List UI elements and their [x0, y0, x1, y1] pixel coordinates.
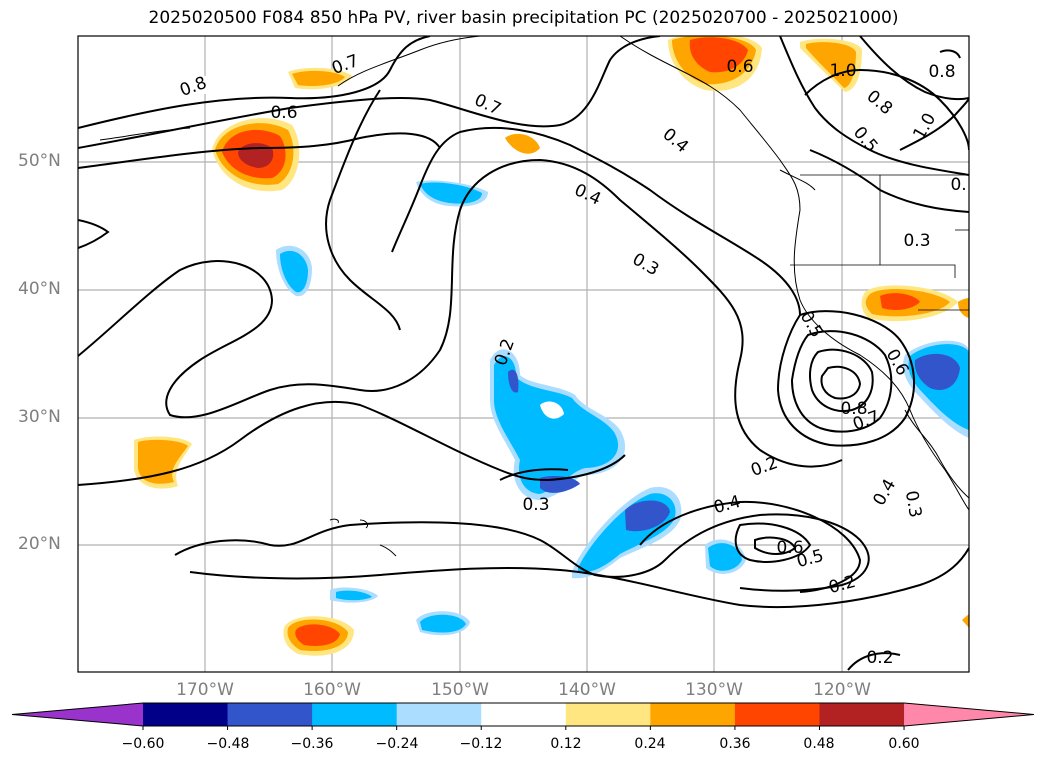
colorbar-segment [312, 703, 398, 726]
contour-label: 0.6 [726, 57, 753, 77]
fill-pos-13n-160w-strong [295, 624, 340, 646]
contour-label: 0.2 [827, 572, 858, 598]
contour-label: 1.0 [829, 61, 856, 81]
fill-pos-27n-175w-mid [138, 439, 188, 484]
contour-label: 0.4 [712, 492, 743, 518]
colorbar-segment [819, 703, 905, 726]
colorbar-segment [396, 703, 482, 726]
fill-neg-16n-157w-mid [336, 590, 372, 601]
contour-label: 0.2 [748, 453, 780, 481]
colorbar-extend-min [12, 703, 143, 726]
contour-label: 0.8 [928, 62, 955, 82]
colorbar-tick: 0.60 [888, 736, 920, 752]
fill-neg-hawaii-main [494, 356, 619, 494]
contour-label: 0.3 [901, 489, 925, 519]
contour-label: 0.5 [849, 123, 882, 157]
fill-pos-56n-160w-mid [292, 70, 345, 87]
contour-label: 0.3 [629, 249, 662, 280]
colorbar-tick: 0.48 [803, 736, 835, 752]
colorbar-segment [227, 703, 313, 726]
fill-neg-47n-148w-mid [420, 182, 482, 204]
colorbar-segment [650, 703, 736, 726]
fill-neg-33n-115w-dark [914, 353, 960, 390]
fill-neg-19n-128w-mid [708, 543, 742, 571]
fill-pos-58n-130w-strong [689, 37, 748, 73]
contour-label: 0.2 [866, 648, 893, 668]
colorbar-segment [143, 703, 229, 726]
fill-pos-12n-112w [962, 614, 969, 628]
colorbar-tick: −0.60 [121, 736, 165, 752]
colorbar-extend-max [904, 703, 1034, 726]
colorbar [11, 702, 1035, 730]
lon-label-150w: 150°W [431, 680, 489, 700]
contour-label: 0.8 [863, 86, 897, 119]
lon-label-140w: 140°W [558, 680, 616, 700]
colorbar-segment [734, 703, 820, 726]
fill-pos-38n-112w [958, 298, 969, 318]
contour-label: 1.0 [909, 110, 940, 143]
fill-pos-52n-145w [505, 133, 540, 154]
lon-label-120w: 120°W [813, 680, 871, 700]
contour-label: 0.3 [522, 495, 549, 515]
colorbar-tick: −0.24 [375, 736, 419, 752]
contour-label: 0.3 [903, 231, 930, 251]
colorbar-segment [481, 703, 567, 726]
lat-label-30n: 30°N [18, 407, 61, 427]
colorbar-tick: −0.12 [459, 736, 503, 752]
fill-neg-13n-149w-mid [420, 614, 466, 633]
colorbar-tick: 0.12 [550, 736, 582, 752]
pv-contours [78, 36, 969, 671]
colorbar-tick: −0.48 [206, 736, 250, 752]
fill-pos-38n-118w-strong [880, 293, 920, 310]
colorbar-tick: 0.24 [634, 736, 666, 752]
fill-neg-41n-162w-mid [280, 250, 308, 293]
contour-label: 0.8 [840, 399, 867, 419]
lat-label-50n: 50°N [18, 151, 61, 171]
lon-label-170w: 170°W [176, 680, 234, 700]
fill-neg-22n-135w-dark [625, 500, 670, 532]
lat-label-20n: 20°N [18, 534, 61, 554]
contour-label: 0.6 [776, 538, 803, 558]
contour-label: 0.4 [571, 180, 604, 210]
positive-anomaly-fills [134, 36, 969, 656]
map-frame [77, 35, 970, 673]
contour-label: 0.7 [471, 90, 504, 120]
colorbar-tick: −0.36 [290, 736, 334, 752]
colorbar-tick: 0.36 [719, 736, 751, 752]
borders [790, 174, 969, 311]
contour-label: 0.4 [869, 476, 900, 509]
fill-neg-hawaii-dark-a [508, 369, 519, 393]
colorbar-segment [565, 703, 651, 726]
lon-label-160w: 160°W [303, 680, 361, 700]
map-plot-area: 0.8 0.7 0.6 0.7 0.6 0.4 1.0 0.8 0.8 1.0 … [78, 36, 977, 672]
fill-pos-58n-122w-mid [806, 42, 856, 88]
negative-anomaly-fills [276, 180, 969, 636]
fill-neg-hawaii-hole [540, 401, 564, 419]
coastlines [99, 36, 969, 557]
contour-label: 0.1 [950, 175, 977, 195]
lat-label-40n: 40°N [18, 279, 61, 299]
lon-label-130w: 130°W [685, 680, 743, 700]
contour-label: 0.4 [659, 124, 693, 157]
map-title: 2025020500 F084 850 hPa PV, river basin … [148, 8, 899, 28]
contour-label: 0.6 [270, 103, 297, 123]
